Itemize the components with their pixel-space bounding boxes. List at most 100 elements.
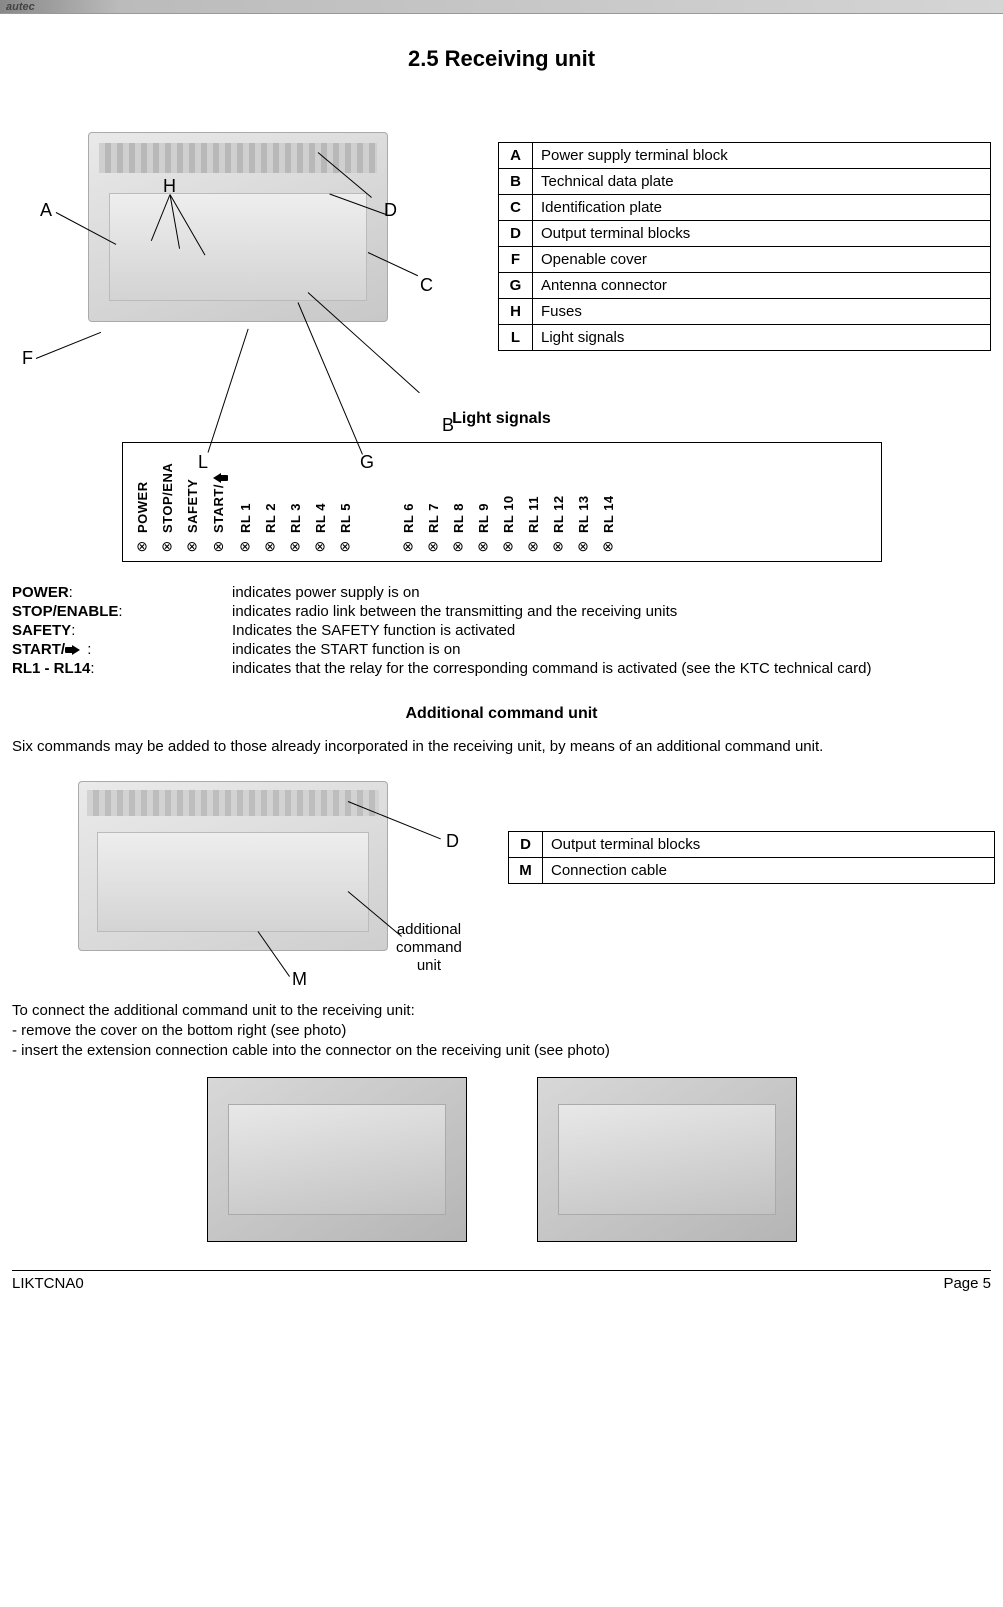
step-line: - insert the extension connection cable …	[12, 1041, 991, 1061]
callout-A: A	[40, 200, 52, 221]
leader-F	[36, 332, 101, 359]
callout2-D: D	[446, 831, 459, 852]
page-footer: LIKTCNA0 Page 5	[12, 1270, 991, 1292]
led-indicator: RL 2⊗	[263, 453, 278, 553]
key-desc: Technical data plate	[533, 169, 991, 195]
callout-F: F	[22, 348, 33, 369]
horn-icon	[65, 645, 83, 655]
callout2-M: M	[292, 969, 307, 990]
led-label: RL 9	[476, 453, 491, 533]
led-label: RL 8	[451, 453, 466, 533]
definition-desc: indicates the START function is on	[232, 641, 991, 658]
key-letter: C	[499, 195, 533, 221]
table-row: APower supply terminal block	[499, 143, 991, 169]
definition-row: SAFETY:Indicates the SAFETY function is …	[12, 622, 991, 639]
table-row: DOutput terminal blocks	[509, 831, 995, 857]
key-desc: Antenna connector	[533, 273, 991, 299]
receiving-unit-figure: A H D C F B L G	[8, 82, 478, 382]
led-indicator: STOP/ENA⊗	[160, 453, 175, 553]
led-indicator: RL 12⊗	[551, 453, 566, 553]
definition-term: RL1 - RL14:	[12, 660, 232, 677]
definition-row: RL1 - RL14:indicates that the relay for …	[12, 660, 991, 677]
led-label: RL 11	[526, 453, 541, 533]
led-indicator: RL 8 ⊗	[451, 453, 466, 553]
light-signals-title: Light signals	[8, 410, 995, 428]
fig2-caption: additionalcommandunit	[396, 921, 462, 975]
led-label: RL 1	[238, 453, 253, 533]
callout-G: G	[360, 452, 374, 473]
key-letter: L	[499, 325, 533, 351]
led-indicator: RL 13 ⊗	[576, 453, 591, 553]
key-desc: Identification plate	[533, 195, 991, 221]
led-indicator: RL 14 ⊗	[601, 453, 616, 553]
led-label: SAFETY	[185, 453, 200, 533]
key-desc: Output terminal blocks	[543, 831, 995, 857]
definition-desc: Indicates the SAFETY function is activat…	[232, 622, 991, 639]
device-photo-placeholder	[88, 132, 388, 322]
key-letter: D	[499, 221, 533, 247]
key-desc: Openable cover	[533, 247, 991, 273]
led-dot-icon: ⊗	[289, 539, 301, 553]
led-label: RL 5	[338, 453, 353, 533]
table-row: LLight signals	[499, 325, 991, 351]
led-dot-icon: ⊗	[452, 539, 464, 553]
key-desc: Power supply terminal block	[533, 143, 991, 169]
footer-doc-code: LIKTCNA0	[12, 1275, 84, 1292]
led-indicator: POWER⊗	[135, 453, 150, 553]
footer-page-number: Page 5	[943, 1275, 991, 1292]
step-photo-2	[537, 1077, 797, 1242]
horn-icon	[210, 473, 228, 483]
key-letter: H	[499, 299, 533, 325]
led-indicator: RL 3⊗	[288, 453, 303, 553]
definition-term: STOP/ENABLE:	[12, 603, 232, 620]
led-dot-icon: ⊗	[527, 539, 539, 553]
led-dot-icon: ⊗	[602, 539, 614, 553]
key-desc: Output terminal blocks	[533, 221, 991, 247]
led-dot-icon: ⊗	[239, 539, 251, 553]
key-letter: D	[509, 831, 543, 857]
led-dot-icon: ⊗	[161, 539, 173, 553]
page-body: 2.5 Receiving unit A H D C F B L G	[0, 14, 1003, 1300]
table-row: DOutput terminal blocks	[499, 221, 991, 247]
led-label: RL 6	[401, 453, 416, 533]
led-indicator: RL 4⊗	[313, 453, 328, 553]
led-label: RL 4	[313, 453, 328, 533]
led-indicator: SAFETY⊗	[185, 453, 200, 553]
led-label: POWER	[135, 453, 150, 533]
led-label: RL 7	[426, 453, 441, 533]
key-desc: Connection cable	[543, 857, 995, 883]
led-indicator: RL 7 ⊗	[426, 453, 441, 553]
table-row: MConnection cable	[509, 857, 995, 883]
definition-row: POWER:indicates power supply is on	[12, 584, 991, 601]
callout-C: C	[420, 275, 433, 296]
led-dot-icon: ⊗	[502, 539, 514, 553]
led-dot-icon: ⊗	[577, 539, 589, 553]
callout-D: D	[384, 200, 397, 221]
led-label: RL 13	[576, 453, 591, 533]
table-row: HFuses	[499, 299, 991, 325]
key-table-2-wrap: DOutput terminal blocksMConnection cable	[508, 771, 995, 884]
leader-G	[298, 302, 363, 454]
led-dot-icon: ⊗	[213, 539, 225, 553]
brand-header: autec	[0, 0, 1003, 14]
additional-unit-title: Additional command unit	[8, 705, 995, 723]
led-indicator: RL 11 ⊗	[526, 453, 541, 553]
definition-term: START/ :	[12, 641, 232, 658]
table-row: BTechnical data plate	[499, 169, 991, 195]
definition-row: START/ :indicates the START function is …	[12, 641, 991, 658]
led-label: RL 14	[601, 453, 616, 533]
key-table-1-wrap: APower supply terminal blockBTechnical d…	[498, 82, 995, 382]
definition-desc: indicates power supply is on	[232, 584, 991, 601]
led-dot-icon: ⊗	[427, 539, 439, 553]
led-label: RL 2	[263, 453, 278, 533]
led-group-1: POWER⊗STOP/ENA⊗SAFETY⊗START/⊗RL 1⊗RL 2⊗R…	[135, 453, 353, 553]
table-row: FOpenable cover	[499, 247, 991, 273]
led-indicator: RL 5⊗	[338, 453, 353, 553]
table-row: GAntenna connector	[499, 273, 991, 299]
key-desc: Light signals	[533, 325, 991, 351]
key-table-2: DOutput terminal blocksMConnection cable	[508, 831, 995, 884]
definition-row: STOP/ENABLE:indicates radio link between…	[12, 603, 991, 620]
key-letter: F	[499, 247, 533, 273]
signal-definitions: POWER:indicates power supply is on STOP/E…	[12, 584, 991, 677]
step-line: - remove the cover on the bottom right (…	[12, 1021, 991, 1041]
